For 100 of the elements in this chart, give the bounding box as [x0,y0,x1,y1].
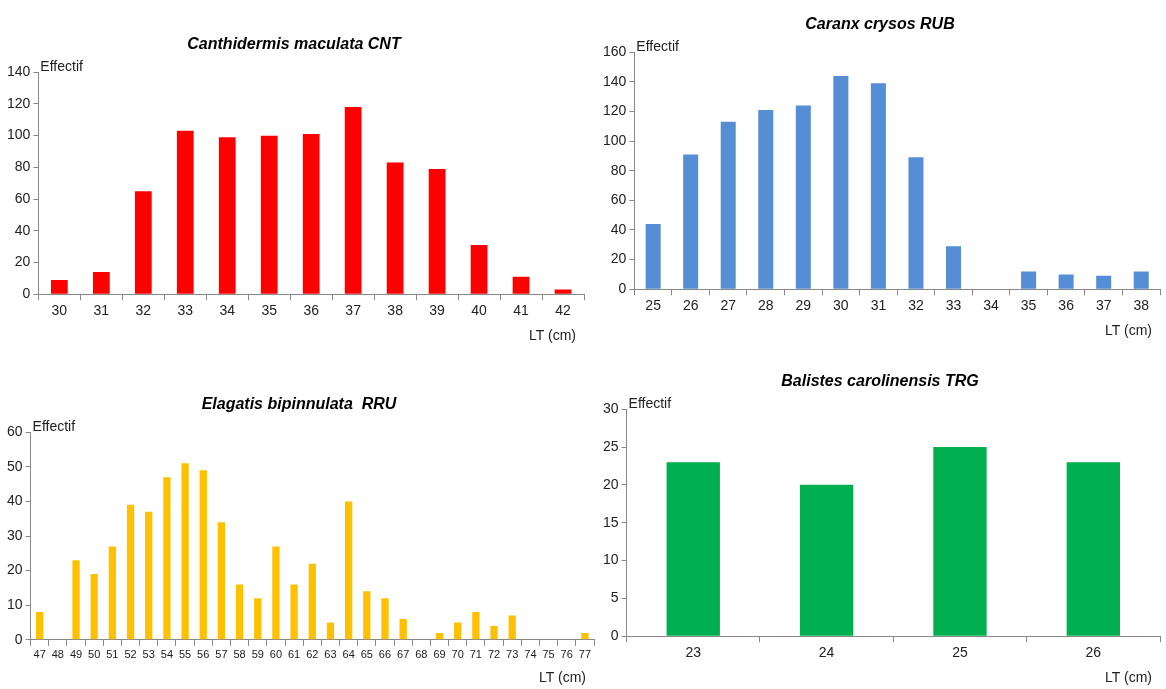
x-tick-label: 40 [471,302,488,319]
bar [381,598,389,640]
x-tick-label: 27 [720,297,737,314]
x-tick-label: 49 [69,648,83,661]
y-tick-label: 80 [610,161,627,178]
bar [163,477,171,640]
y-axis-title: Effectif [32,418,76,435]
x-tick-label: 56 [197,648,210,661]
x-tick-label: 52 [124,648,137,661]
bar [666,462,720,636]
bar [581,632,589,640]
y-tick-label: 0 [14,630,23,647]
x-tick-label: 31 [870,297,887,314]
y-tick-label: 0 [618,280,627,297]
bar [833,75,849,289]
y-tick-label: 50 [6,457,23,474]
x-tick-label: 33 [177,302,194,319]
chart-title: Canthidermis maculata CNT [187,35,402,53]
y-tick-label: 140 [7,63,31,80]
x-tick-label: 74 [524,648,537,661]
bar [1096,275,1112,289]
y-tick-label: 80 [14,158,31,175]
x-axis-title: LT (cm) [529,326,576,343]
x-tick-label: 26 [682,297,699,314]
bar [72,560,80,640]
x-tick-label: 58 [233,648,246,661]
x-tick-label: 60 [269,648,283,661]
y-tick-label: 120 [7,94,31,111]
x-tick-label: 28 [757,297,774,314]
chart-title: Elagatis bipinnulata RRU [201,395,397,413]
bar [176,130,194,294]
bar [217,522,226,640]
bar [92,272,110,294]
x-tick-label: 34 [983,297,1000,314]
y-tick-label: 100 [7,126,31,143]
x-axis-title: LT (cm) [1105,668,1152,685]
x-tick-label: 30 [51,302,68,319]
x-tick-label: 68 [415,648,428,661]
y-tick-label: 30 [602,400,619,417]
x-tick-label: 38 [387,302,404,319]
bar [554,289,572,294]
x-axis-title: LT (cm) [539,668,586,685]
bar [199,470,207,640]
x-tick-label: 35 [1020,297,1037,314]
x-tick-label: 39 [429,302,446,319]
bar [260,135,278,294]
x-tick-label: 25 [952,644,968,661]
bar [683,154,699,289]
bar [1066,462,1120,636]
bar [36,612,44,640]
bar [399,619,407,640]
x-tick-label: 77 [578,648,592,661]
x-tick-label: 50 [88,648,101,661]
bar [126,504,135,640]
bar [472,612,480,640]
bar [363,591,371,640]
bar [470,245,488,294]
y-axis-title: Effectif [636,38,680,55]
bar [145,511,153,640]
bar [945,246,962,289]
y-tick-label: 140 [603,72,627,89]
x-tick-label: 36 [1058,297,1075,314]
bar [345,501,353,640]
y-tick-label: 10 [6,596,23,613]
y-tick-label: 40 [6,492,23,509]
x-tick-label: 57 [215,648,228,661]
x-tick-label: 63 [324,648,337,661]
chart-title: Caranx crysos RUB [805,15,955,33]
x-tick-label: 48 [51,648,64,661]
x-tick-label: 30 [833,297,849,314]
bar [218,137,236,294]
bar [50,279,68,294]
x-tick-label: 54 [160,648,174,661]
bar [1058,274,1074,289]
y-tick-label: 120 [603,102,627,119]
bar [908,157,924,289]
bar [933,447,987,636]
bar [290,584,298,640]
x-tick-label: 67 [397,648,410,661]
x-tick-label: 64 [342,648,355,661]
bar [134,191,152,294]
y-tick-label: 0 [610,627,619,644]
bar [454,622,462,640]
bar [386,162,404,294]
y-tick-label: 20 [6,561,23,578]
x-tick-label: 25 [645,297,662,314]
x-tick-label: 35 [261,302,278,319]
x-tick-label: 32 [135,302,152,319]
x-tick-label: 26 [1085,644,1102,661]
y-tick-label: 40 [14,221,31,238]
x-tick-label: 42 [555,302,572,319]
x-tick-label: 73 [506,648,519,661]
x-axis-title: LT (cm) [1105,321,1152,338]
bar [512,276,530,294]
x-tick-label: 61 [287,648,301,661]
y-tick-label: 20 [602,475,619,492]
bar [799,484,854,636]
x-tick-label: 76 [560,648,573,661]
x-tick-label: 62 [306,648,319,661]
y-tick-label: 60 [6,423,23,440]
